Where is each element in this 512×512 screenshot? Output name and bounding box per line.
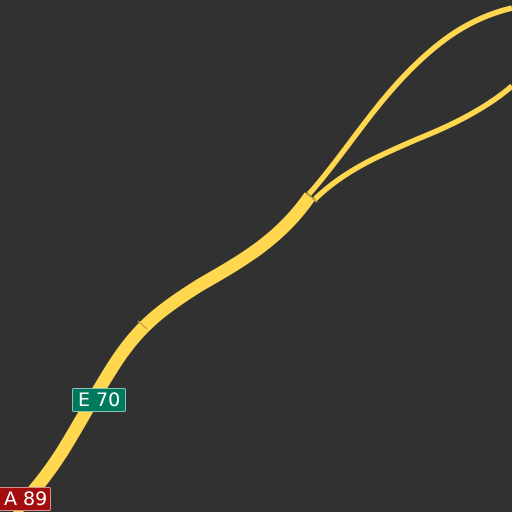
route-shield-a89: A 89 [0, 487, 51, 511]
segment-divider [137, 320, 148, 330]
motorway-branch-east [313, 83, 512, 201]
route-shield-e70: E 70 [72, 388, 126, 412]
motorway-branch-north [306, 5, 512, 196]
segment-divider [305, 192, 318, 203]
motorway-main-segment [9, 192, 316, 512]
